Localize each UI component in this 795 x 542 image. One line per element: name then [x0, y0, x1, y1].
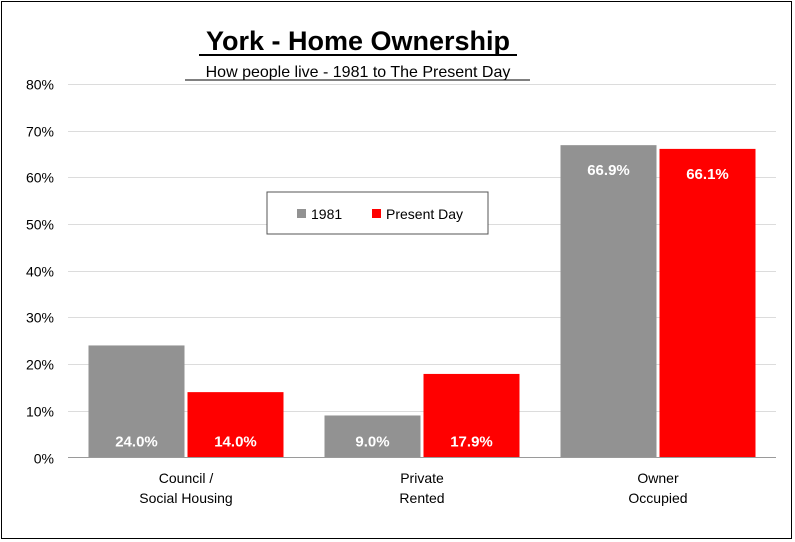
legend: 1981 Present Day — [266, 191, 489, 235]
category-label: Private — [400, 470, 444, 486]
y-tick-label: 20% — [26, 357, 54, 373]
category-label: Social Housing — [139, 490, 232, 506]
data-label: 66.9% — [587, 162, 630, 179]
chart-subtitle: How people live - 1981 to The Present Da… — [206, 64, 511, 81]
data-label: 14.0% — [214, 434, 257, 451]
y-tick-label: 30% — [26, 310, 54, 326]
data-label: 24.0% — [115, 434, 158, 451]
legend-label-present-day: Present Day — [386, 206, 463, 222]
y-tick-label: 0% — [34, 451, 54, 467]
category-label: Rented — [399, 490, 444, 506]
data-label: 66.1% — [686, 166, 729, 183]
legend-swatch-1981 — [297, 209, 306, 218]
y-tick-label: 40% — [26, 264, 54, 280]
bar-1981 — [560, 145, 657, 458]
data-labels: 24.0% 14.0% 9.0% 17.9% 66.9% 66.1% — [115, 162, 729, 450]
category-label: Council / — [159, 470, 214, 486]
y-tick-label: 50% — [26, 217, 54, 233]
y-tick-label: 10% — [26, 404, 54, 420]
y-tick-label: 60% — [26, 170, 54, 186]
bar-present-day — [659, 148, 756, 458]
bars — [88, 145, 756, 458]
bar-present-day — [187, 392, 284, 458]
y-tick-label: 80% — [26, 77, 54, 93]
legend-swatch-present-day — [372, 209, 381, 218]
bar-present-day — [423, 373, 520, 458]
category-label: Owner — [637, 470, 679, 486]
y-axis-ticks: 0% 10% 20% 30% 40% 50% 60% 70% 80% — [26, 77, 54, 467]
data-label: 17.9% — [450, 434, 493, 451]
chart-title: York - Home Ownership — [206, 26, 510, 56]
category-label: Occupied — [628, 490, 687, 506]
bar-1981 — [324, 415, 421, 458]
legend-label-1981: 1981 — [311, 206, 342, 222]
x-axis-categories: Council / Social Housing Private Rented Owne… — [139, 470, 687, 506]
y-tick-label: 70% — [26, 124, 54, 140]
data-label: 9.0% — [355, 434, 389, 451]
bar-1981 — [88, 345, 185, 458]
